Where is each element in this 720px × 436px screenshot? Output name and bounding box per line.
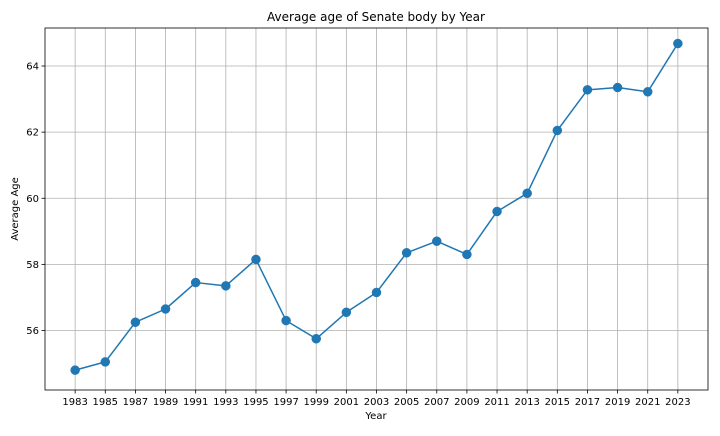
x-tick-label: 1989	[153, 397, 178, 408]
data-point	[160, 304, 171, 314]
x-tick-label: 2007	[424, 397, 449, 408]
x-tick-label: 1999	[304, 397, 329, 408]
data-point	[341, 307, 352, 318]
x-tick-label: 2009	[454, 397, 479, 408]
x-tick-label: 2011	[484, 397, 509, 408]
x-tick-label: 1997	[273, 397, 298, 408]
x-tick-label: 2017	[575, 397, 600, 408]
plot-area: 1983 1985 1987 1989 1991 1993 1995 1997 1999 2001…	[26, 27, 709, 408]
data-point	[432, 236, 442, 246]
data-point	[401, 248, 412, 258]
y-tick-label: 56	[26, 326, 39, 337]
x-axis-ticks: 1983 1985 1987 1989 1991 1993 1995 1997 1999 2001…	[62, 390, 691, 408]
data-point	[221, 281, 231, 291]
data-point	[190, 277, 201, 288]
data-point	[582, 85, 593, 95]
data-point	[70, 365, 80, 375]
series-group	[70, 38, 683, 375]
data-point	[522, 188, 532, 199]
x-tick-label: 2003	[364, 397, 389, 408]
x-tick-label: 2021	[635, 397, 660, 408]
data-point	[311, 334, 321, 344]
x-axis-label: Year	[364, 411, 387, 422]
y-tick-label: 60	[26, 194, 39, 205]
x-tick-label: 1985	[93, 397, 118, 408]
y-tick-label: 62	[26, 128, 39, 139]
x-tick-label: 2001	[334, 397, 359, 408]
x-tick-label: 2005	[394, 397, 419, 408]
data-point	[281, 315, 291, 326]
data-point	[612, 82, 623, 93]
x-tick-label: 2019	[605, 397, 630, 408]
data-point	[673, 38, 683, 49]
x-tick-label: 2023	[665, 397, 690, 408]
y-axis-label: Average Age	[10, 177, 21, 241]
data-point	[552, 125, 563, 136]
y-tick-label: 58	[26, 260, 39, 271]
x-tick-label: 1987	[123, 397, 148, 408]
data-point	[371, 287, 382, 298]
x-tick-label: 1983	[62, 397, 87, 408]
x-tick-label: 2013	[514, 397, 539, 408]
y-tick-label: 64	[26, 62, 39, 73]
chart-title: Average age of Senate body by Year	[267, 10, 485, 24]
x-tick-label: 2015	[545, 397, 570, 408]
data-point	[492, 206, 502, 217]
data-point	[251, 254, 261, 265]
data-point	[100, 357, 111, 367]
data-point	[130, 317, 141, 327]
x-tick-label: 1995	[243, 397, 268, 408]
data-point	[642, 87, 653, 97]
x-tick-label: 1993	[213, 397, 238, 408]
x-tick-label: 1991	[183, 397, 208, 408]
y-axis-ticks: 56 58 60 62 64	[26, 62, 45, 337]
data-point	[462, 249, 472, 260]
grid-lines	[45, 28, 708, 390]
